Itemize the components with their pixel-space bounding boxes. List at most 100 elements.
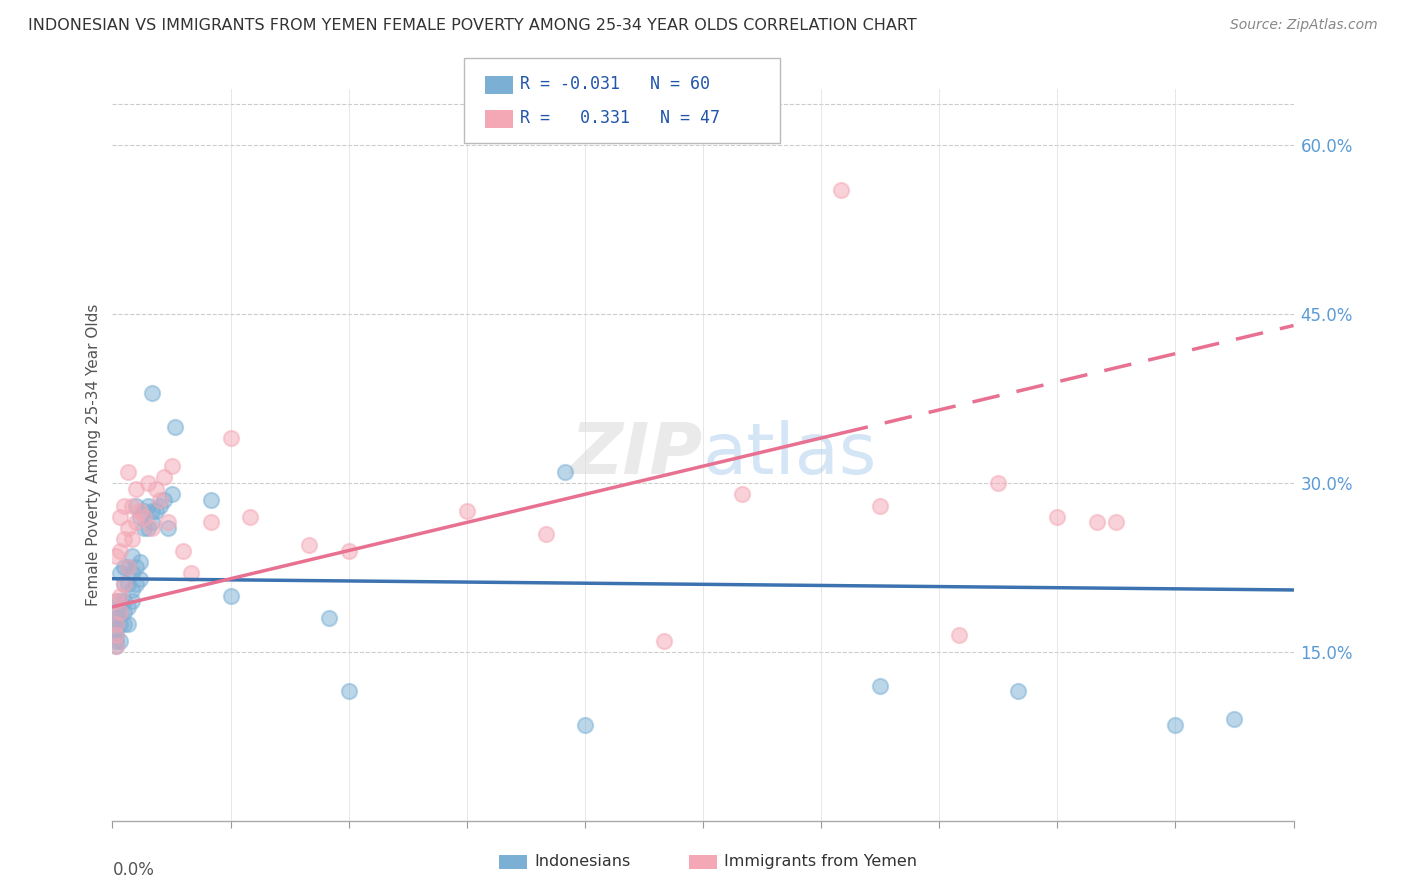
Point xyxy=(105,549,128,564)
Point xyxy=(105,628,128,642)
Point xyxy=(117,521,139,535)
Point xyxy=(1105,516,1128,530)
Point xyxy=(200,516,222,530)
Point xyxy=(121,533,143,547)
Point xyxy=(121,594,143,608)
Point xyxy=(105,611,128,625)
Point xyxy=(125,482,148,496)
Point xyxy=(117,599,139,614)
Point xyxy=(117,560,139,574)
Point xyxy=(534,526,557,541)
Text: Indonesians: Indonesians xyxy=(534,855,630,869)
Point xyxy=(129,509,152,524)
Point xyxy=(219,589,242,603)
Point xyxy=(105,639,128,653)
Point xyxy=(105,633,128,648)
Point xyxy=(110,543,132,558)
Point xyxy=(731,487,754,501)
Point xyxy=(117,577,139,591)
Point xyxy=(337,543,360,558)
Point xyxy=(121,499,143,513)
Point xyxy=(110,566,132,580)
Point xyxy=(132,509,155,524)
Point xyxy=(105,628,128,642)
Point xyxy=(172,543,194,558)
Point xyxy=(1046,509,1069,524)
Point xyxy=(125,560,148,574)
Point xyxy=(112,560,135,574)
Point xyxy=(105,616,128,631)
Text: ZIP: ZIP xyxy=(571,420,703,490)
Point xyxy=(125,577,148,591)
Text: INDONESIAN VS IMMIGRANTS FROM YEMEN FEMALE POVERTY AMONG 25-34 YEAR OLDS CORRELA: INDONESIAN VS IMMIGRANTS FROM YEMEN FEMA… xyxy=(28,18,917,33)
Text: atlas: atlas xyxy=(703,420,877,490)
Point xyxy=(869,679,891,693)
Point xyxy=(110,509,132,524)
Point xyxy=(554,465,576,479)
Point xyxy=(129,555,152,569)
Point xyxy=(337,684,360,698)
Point xyxy=(136,476,159,491)
Point xyxy=(110,594,132,608)
Point xyxy=(121,582,143,597)
Point xyxy=(149,492,172,507)
Point xyxy=(117,560,139,574)
Point xyxy=(219,431,242,445)
Point xyxy=(1085,516,1108,530)
Point xyxy=(1223,712,1246,726)
Point xyxy=(869,499,891,513)
Point xyxy=(987,476,1010,491)
Point xyxy=(105,594,128,608)
Point xyxy=(121,566,143,580)
Point xyxy=(298,538,321,552)
Point xyxy=(136,521,159,535)
Point xyxy=(105,594,128,608)
Point xyxy=(105,616,128,631)
Point xyxy=(112,606,135,620)
Point xyxy=(129,504,152,518)
Point xyxy=(117,465,139,479)
Point xyxy=(456,504,478,518)
Point xyxy=(156,521,179,535)
Point xyxy=(160,459,183,474)
Point xyxy=(141,521,163,535)
Point xyxy=(141,516,163,530)
Point xyxy=(165,419,187,434)
Point xyxy=(145,504,167,518)
Point xyxy=(105,606,128,620)
Point xyxy=(948,628,970,642)
Point xyxy=(132,504,155,518)
Text: R =   0.331   N = 47: R = 0.331 N = 47 xyxy=(520,109,720,127)
Point xyxy=(200,492,222,507)
Text: R = -0.031   N = 60: R = -0.031 N = 60 xyxy=(520,75,710,93)
Text: 0.0%: 0.0% xyxy=(112,861,155,879)
Point xyxy=(110,606,132,620)
Point xyxy=(149,499,172,513)
Point xyxy=(152,492,174,507)
Point xyxy=(318,611,340,625)
Point xyxy=(110,633,132,648)
Point xyxy=(145,482,167,496)
Point xyxy=(1007,684,1029,698)
Point xyxy=(180,566,202,580)
Point xyxy=(141,504,163,518)
Point xyxy=(239,509,262,524)
Point xyxy=(156,516,179,530)
Point xyxy=(105,623,128,637)
Text: Source: ZipAtlas.com: Source: ZipAtlas.com xyxy=(1230,18,1378,32)
Point xyxy=(112,533,135,547)
Point xyxy=(112,577,135,591)
Point xyxy=(132,521,155,535)
Point xyxy=(125,499,148,513)
Point xyxy=(110,616,132,631)
Point xyxy=(105,639,128,653)
Point xyxy=(136,499,159,513)
Point xyxy=(152,470,174,484)
Point xyxy=(121,549,143,564)
Point xyxy=(112,594,135,608)
Point xyxy=(125,516,148,530)
Point xyxy=(112,616,135,631)
Point xyxy=(574,718,596,732)
Point xyxy=(652,633,675,648)
Y-axis label: Female Poverty Among 25-34 Year Olds: Female Poverty Among 25-34 Year Olds xyxy=(86,304,101,606)
